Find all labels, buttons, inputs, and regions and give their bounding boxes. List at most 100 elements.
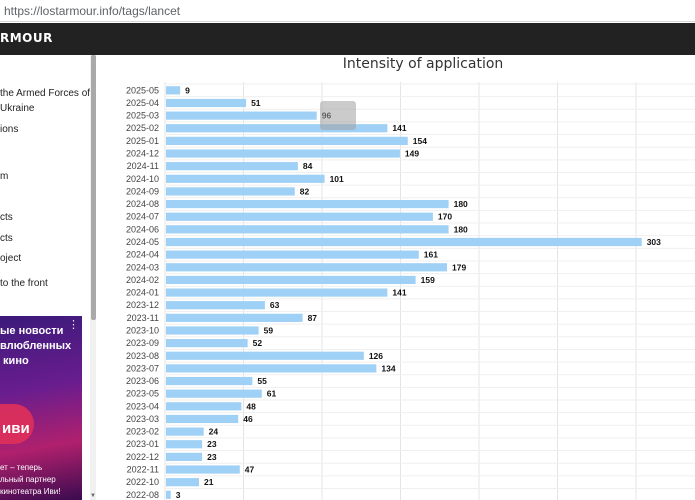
bar[interactable] xyxy=(166,162,298,171)
bar[interactable] xyxy=(166,313,303,322)
bar[interactable] xyxy=(166,376,253,386)
ad-headline: ые новости влюбленных кино xyxy=(0,325,72,367)
url-text[interactable]: https://lostarmour.info/tags/lancet xyxy=(4,4,181,18)
site-header: RMOUR xyxy=(0,23,695,55)
category-label: 2025-05 xyxy=(126,85,159,95)
scroll-down-arrow-icon[interactable]: ▼ xyxy=(90,493,96,499)
bar[interactable] xyxy=(166,288,388,297)
category-label: 2024-08 xyxy=(126,199,159,209)
value-label: 101 xyxy=(330,174,344,184)
value-label: 87 xyxy=(308,313,318,323)
bar[interactable] xyxy=(166,212,433,221)
value-label: 161 xyxy=(424,250,438,260)
bar[interactable] xyxy=(166,301,265,310)
category-label: 2023-01 xyxy=(126,439,159,449)
bar[interactable] xyxy=(166,275,416,285)
category-label: 2022-10 xyxy=(126,477,159,487)
category-label: 2023-10 xyxy=(126,325,159,335)
value-label: 52 xyxy=(253,338,263,348)
bar[interactable] xyxy=(166,187,295,196)
bar[interactable] xyxy=(166,149,400,158)
value-label: 23 xyxy=(207,439,217,449)
category-label: 2023-05 xyxy=(126,389,159,399)
bar[interactable] xyxy=(166,364,377,373)
bar[interactable] xyxy=(166,478,199,487)
category-label: 2025-04 xyxy=(126,98,159,108)
bar[interactable] xyxy=(166,174,325,183)
bar[interactable] xyxy=(166,225,449,234)
bar[interactable] xyxy=(166,237,642,247)
browser-url-bar[interactable]: https://lostarmour.info/tags/lancet xyxy=(0,0,695,22)
value-label: 3 xyxy=(176,490,181,500)
sidebar-item-cts-1[interactable]: cts xyxy=(0,212,13,223)
value-label: 46 xyxy=(243,414,253,424)
bar[interactable] xyxy=(166,199,449,209)
bar[interactable] xyxy=(166,111,317,120)
value-label: 63 xyxy=(270,300,280,310)
value-label: 141 xyxy=(392,288,406,298)
value-label: 48 xyxy=(246,401,256,411)
sidebar-item-project[interactable]: oject xyxy=(0,253,22,264)
bar[interactable] xyxy=(166,98,247,108)
bar[interactable] xyxy=(166,427,204,436)
sidebar-item-armed-forces[interactable]: the Armed Forces of xyxy=(0,88,90,99)
value-label: 180 xyxy=(454,199,468,209)
value-label: 24 xyxy=(209,427,219,437)
category-label: 2023-07 xyxy=(126,363,159,373)
sidebar-scrollbar[interactable]: ▼ xyxy=(90,55,96,500)
value-label: 159 xyxy=(421,275,435,285)
category-label: 2023-11 xyxy=(127,313,159,323)
ad-brand-logo: иви xyxy=(2,420,30,437)
value-label: 59 xyxy=(264,325,274,335)
category-label: 2025-01 xyxy=(126,136,159,146)
bar[interactable] xyxy=(166,452,203,461)
category-label: 2024-06 xyxy=(126,224,159,234)
category-label: 2023-09 xyxy=(126,338,159,348)
bar[interactable] xyxy=(166,339,248,348)
bar[interactable] xyxy=(166,136,408,145)
site-logo[interactable]: RMOUR xyxy=(0,31,53,45)
category-label: 2024-03 xyxy=(126,262,159,272)
category-label: 2024-01 xyxy=(126,288,159,298)
value-label: 51 xyxy=(251,98,261,108)
value-label: 303 xyxy=(647,237,661,247)
ad-footer-text: ет – теперь льный партнер кинотеатра Иви… xyxy=(0,463,61,496)
bar[interactable] xyxy=(166,414,239,424)
heart-hands-icon xyxy=(0,404,34,444)
value-label: 23 xyxy=(207,452,217,462)
bar[interactable] xyxy=(166,389,262,398)
category-label: 2023-06 xyxy=(126,376,159,386)
category-label: 2024-07 xyxy=(126,212,159,222)
category-label: 2022-12 xyxy=(126,452,159,462)
value-label: 170 xyxy=(438,212,452,222)
category-label: 2023-08 xyxy=(126,351,159,361)
bar[interactable] xyxy=(166,263,448,272)
category-label: 2023-02 xyxy=(126,427,159,437)
sidebar-item-m[interactable]: m xyxy=(0,171,9,182)
sidebar-item-cts-2[interactable]: cts xyxy=(0,233,13,244)
bar[interactable] xyxy=(166,124,388,133)
category-label: 2024-11 xyxy=(127,161,159,171)
bar[interactable] xyxy=(166,326,259,335)
value-label: 126 xyxy=(369,351,383,361)
bar[interactable] xyxy=(166,490,171,499)
bar[interactable] xyxy=(166,440,203,449)
advertisement-banner[interactable]: ые новости влюбленных кино ⋮ иви ет – те… xyxy=(0,316,82,500)
value-label: 180 xyxy=(454,224,468,234)
chart-tooltip xyxy=(320,101,356,130)
value-label: 55 xyxy=(257,376,267,386)
sidebar-item-armed-forces-cont[interactable]: Ukraine xyxy=(0,103,35,114)
scrollbar-thumb[interactable] xyxy=(91,55,96,320)
category-label: 2025-02 xyxy=(126,123,159,133)
bar[interactable] xyxy=(166,86,181,95)
category-label: 2024-05 xyxy=(126,237,159,247)
bar[interactable] xyxy=(166,402,242,411)
sidebar-item-ions[interactable]: ions xyxy=(0,124,19,135)
category-label: 2024-09 xyxy=(126,186,159,196)
bar[interactable] xyxy=(166,351,364,360)
ad-menu-icon[interactable]: ⋮ xyxy=(68,319,79,331)
bar[interactable] xyxy=(166,250,419,259)
bar[interactable] xyxy=(166,465,240,474)
sidebar-item-to-the-front[interactable]: to the front xyxy=(0,278,48,289)
